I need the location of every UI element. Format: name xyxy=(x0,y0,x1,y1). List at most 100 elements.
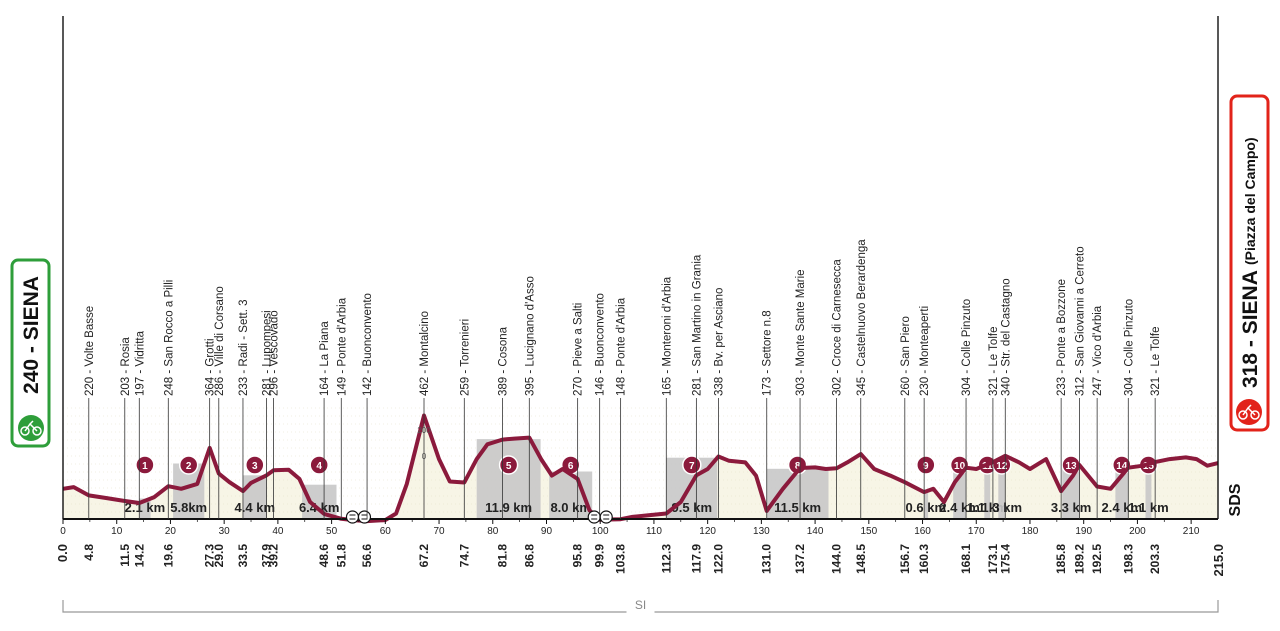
waypoint-km-label: 33.5 xyxy=(236,544,250,568)
waypoint-label: 149 - Ponte d'Arbia xyxy=(336,297,348,396)
waypoint-km-label: 148.5 xyxy=(854,544,868,574)
waypoint-km-label: 112.3 xyxy=(659,544,673,574)
x-tick-label: 70 xyxy=(433,526,445,537)
finish-badge xyxy=(1229,94,1270,432)
waypoint-km-label: 56.6 xyxy=(360,544,374,568)
si-label-bg xyxy=(626,604,655,618)
start-bike-icon-wheel xyxy=(20,426,30,436)
brand-logo: SDS xyxy=(1227,483,1244,516)
waypoint-label: 248 - San Rocco a Pilli xyxy=(163,280,175,396)
waypoint-label: 148 - Ponte d'Arbia xyxy=(616,297,628,396)
waypoint-km-label: 81.8 xyxy=(495,544,509,568)
x-tick-label: 30 xyxy=(219,526,231,537)
waypoint-km-label: 192.5 xyxy=(1090,544,1104,574)
x-tick-label: 110 xyxy=(646,526,662,537)
waypoint-label: 142 - Buonconvento xyxy=(362,293,374,396)
sector-number: 2 xyxy=(186,461,192,472)
waypoint-label: 230 - Monteaperti xyxy=(919,306,931,396)
finish-sublabel: (Piazza del Campo) xyxy=(1242,137,1258,265)
waypoint-label: 364 - Grotti xyxy=(205,338,217,396)
waypoint-km-label: 117.9 xyxy=(689,544,703,574)
waypoint-label: 304 - Colle Pinzuto xyxy=(961,299,973,396)
waypoint-km-label: 11.5 xyxy=(118,544,132,567)
finish-bike-icon-wheel xyxy=(1238,410,1248,420)
feed-zone-icon xyxy=(357,510,372,524)
sector-badge xyxy=(178,455,199,475)
axis-layer: 2000010203040506070809010011012013014015… xyxy=(60,16,1219,537)
sector-length: 5.8km xyxy=(170,500,207,515)
waypoint-label: 165 - Monteroni d'Arbia xyxy=(661,276,673,396)
waypoint-label: 345 - Castelnuovo Berardenga xyxy=(856,239,868,396)
waypoint-km-label: 156.7 xyxy=(898,544,912,574)
waypoint-km-label: 131.0 xyxy=(760,544,774,574)
sector-length: 2.4 km xyxy=(939,500,979,515)
start-finish-layer: 0.0 215.0 SI 240 - SIENA 318 - SIENA (Piazza … xyxy=(10,94,1270,618)
waypoint-km-label: 144.0 xyxy=(830,544,844,574)
sector-length: 1.1 km xyxy=(1128,500,1168,515)
waypoint-label: 281 - San Martino in Grania xyxy=(691,254,703,396)
waypoint-label: 340 - Str. del Castagno xyxy=(1000,278,1012,396)
profile-area xyxy=(63,415,1218,522)
profile-line-layer xyxy=(62,413,1219,524)
waypoint-km-label: 122.0 xyxy=(711,544,725,574)
waypoint-km-label: 48.6 xyxy=(317,544,331,568)
sector-badge xyxy=(135,455,155,475)
waypoint-km-label: 19.6 xyxy=(161,544,175,568)
sector-number: 5 xyxy=(506,461,512,472)
waypoint-label: 281 - Lupompesi xyxy=(262,310,274,396)
x-tick-label: 130 xyxy=(753,526,770,537)
waypoint-label: 462 - Montalcino xyxy=(419,311,431,396)
x-tick-label: 160 xyxy=(914,526,931,537)
waypoint-label: 146 - Buonconvento xyxy=(595,293,607,396)
sector-number: 1 xyxy=(142,461,148,472)
sector-number: 12 xyxy=(996,461,1008,472)
waypoint-label: 220 - Volte Basse xyxy=(84,306,96,396)
feed-zone-icon xyxy=(587,510,601,524)
sector-number: 7 xyxy=(689,461,695,472)
waypoint-km-label: 99.9 xyxy=(593,544,607,568)
x-tick-label: 100 xyxy=(592,526,609,537)
start-label: 240 - SIENA xyxy=(20,276,43,394)
sector-band xyxy=(1062,465,1080,518)
start-bike-icon-frame xyxy=(24,420,38,432)
x-tick-label: 190 xyxy=(1075,526,1092,537)
start-badge xyxy=(10,258,51,448)
x-tick-label: 150 xyxy=(860,526,877,537)
x-tick-label: 90 xyxy=(541,526,553,537)
sector-number: 3 xyxy=(252,461,258,472)
x-tick-label: 0 xyxy=(60,526,66,537)
x-tick-label: 50 xyxy=(326,526,338,537)
waypoint-label: 286 - Ville di Corsano xyxy=(214,286,226,396)
sector-number: 15 xyxy=(1143,461,1155,472)
waypoint-label: 312 - San Giovanni a Cerreto xyxy=(1074,246,1086,396)
waypoint-label: 303 - Monte Sante Marie xyxy=(795,269,807,396)
waypoint-km-label: 137.2 xyxy=(793,544,807,574)
waypoint-label: 338 - Bv. per Asciano xyxy=(713,288,725,396)
finish-km-label: 215.0 xyxy=(1211,544,1226,577)
waypoint-label: 304 - Colle Pinzuto xyxy=(1123,299,1135,396)
waypoint-label: 259 - Torrenieri xyxy=(459,319,471,396)
profile-line xyxy=(62,413,1219,524)
sector-number: 14 xyxy=(1116,461,1128,472)
feed-zone-icon xyxy=(599,510,613,524)
waypoint-km-label: 189.2 xyxy=(1072,544,1086,574)
sector-length: 11.5 km xyxy=(774,500,821,515)
waypoint-km-label: 175.4 xyxy=(998,544,1012,574)
waypoint-km-label: 203.3 xyxy=(1148,544,1162,574)
waypoint-label: 233 - Radi - Sett. 3 xyxy=(238,299,250,396)
waypoint-km-label: 74.7 xyxy=(457,544,471,568)
waypoint-label: 296 - Vescovado xyxy=(269,310,281,396)
sector-number: 6 xyxy=(568,461,574,472)
waypoint-label: 389 - Cosona xyxy=(497,326,509,396)
waypoint-label: 233 - Ponte a Bozzone xyxy=(1056,279,1068,396)
waypoint-label: 395 - Lucignano d'Asso xyxy=(524,276,536,396)
waypoint-km-label: 168.1 xyxy=(959,544,973,574)
sector-band xyxy=(139,498,151,518)
x-tick-label: 140 xyxy=(807,526,824,537)
sector-band xyxy=(476,439,541,518)
sector-band xyxy=(766,468,829,518)
x-tick-label: 170 xyxy=(968,526,985,537)
sector-badge xyxy=(498,455,519,475)
waypoint-km-label: 95.8 xyxy=(571,544,585,568)
